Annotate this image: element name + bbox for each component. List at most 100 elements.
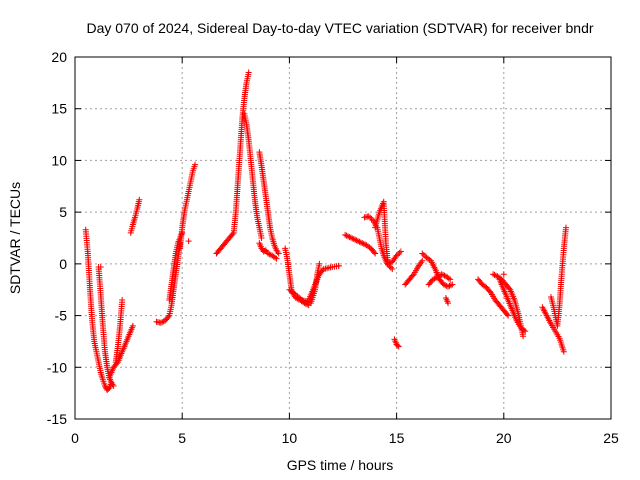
data-point-marker [387, 264, 394, 271]
data-point-marker [345, 233, 352, 240]
data-point-marker [264, 250, 271, 257]
data-point-marker [335, 262, 342, 269]
data-point-marker [352, 236, 359, 243]
data-point-marker [446, 282, 453, 289]
y-tick-label: -10 [47, 359, 67, 375]
data-points [82, 69, 569, 394]
series-arc23 [442, 294, 452, 307]
data-point-marker [445, 275, 452, 282]
data-point-marker [229, 231, 236, 238]
data-point-marker [500, 271, 507, 278]
series-arc18 [372, 198, 404, 267]
data-point-marker [367, 214, 374, 221]
data-point-marker [520, 327, 527, 334]
data-point-marker [272, 254, 279, 261]
data-point-marker [490, 271, 497, 278]
data-point-marker [440, 281, 447, 288]
series-arc24 [475, 276, 512, 319]
data-point-marker [343, 232, 350, 239]
data-point-marker [136, 196, 143, 203]
axis-ticks [74, 56, 612, 420]
series-arc11 [256, 149, 282, 257]
data-point-marker [372, 250, 379, 257]
series-arc15 [286, 260, 323, 307]
series-arc22 [425, 271, 454, 288]
series-arc4 [112, 297, 126, 366]
data-point-marker [419, 257, 426, 264]
data-point-marker [355, 238, 362, 245]
data-point-marker [445, 300, 452, 307]
data-point-marker [110, 382, 117, 389]
data-point-marker [347, 234, 354, 241]
data-point-marker [440, 271, 447, 278]
data-point-marker [350, 236, 357, 243]
data-point-marker [385, 260, 392, 267]
x-tick-label: 0 [71, 430, 79, 446]
data-point-marker [560, 348, 567, 355]
grid-lines [75, 57, 611, 419]
data-point-marker [97, 263, 104, 270]
data-point-marker [506, 285, 513, 292]
data-point-marker [409, 272, 416, 279]
y-tick-label: -15 [47, 411, 67, 427]
series-arc10 [241, 110, 265, 241]
data-point-marker [165, 313, 172, 320]
y-tick-label: 5 [59, 204, 67, 220]
data-point-marker [273, 255, 280, 262]
data-point-marker [393, 252, 400, 259]
series-arc16 [342, 231, 379, 257]
plot-frame [74, 56, 612, 420]
series-arc26 [496, 276, 529, 335]
data-point-marker [562, 224, 569, 231]
data-point-marker [504, 311, 511, 318]
x-tick-label: 15 [389, 430, 405, 446]
y-tick-label: 10 [51, 152, 67, 168]
data-point-marker [394, 342, 401, 349]
data-point-marker [431, 275, 438, 282]
data-point-marker [371, 249, 378, 256]
data-point-marker [102, 382, 109, 389]
series-arc19 [391, 336, 402, 350]
data-point-marker [266, 251, 273, 258]
series-arc3 [106, 322, 136, 381]
y-tick-label: 20 [51, 49, 67, 65]
series-arc21 [419, 250, 456, 290]
data-point-marker [505, 312, 512, 319]
x-tick-label: 10 [282, 430, 298, 446]
data-point-marker [396, 249, 403, 256]
series-arc9 [213, 69, 252, 257]
data-point-marker [192, 161, 199, 168]
chart-title: Day 070 of 2024, Sidereal Day-to-day VTE… [86, 20, 593, 36]
data-point-marker [360, 240, 367, 247]
data-point-marker [275, 250, 282, 257]
data-point-marker [447, 276, 454, 283]
data-point-marker [368, 216, 375, 223]
series-arc1 [82, 226, 115, 394]
data-point-marker [185, 238, 192, 245]
data-point-marker [365, 213, 372, 220]
series-arc28 [547, 224, 569, 329]
data-point-marker [356, 238, 363, 245]
data-point-marker [129, 322, 136, 329]
data-point-marker [420, 251, 427, 258]
data-point-marker [258, 235, 265, 241]
x-tick-labels: 0 5 10 15 20 25 [71, 430, 619, 446]
data-point-marker [157, 319, 164, 326]
data-point-marker [522, 328, 529, 335]
data-point-marker [447, 282, 454, 289]
data-point-marker [159, 319, 166, 326]
series-arc2 [95, 263, 117, 389]
data-point-marker [486, 288, 493, 295]
series-arc12 [256, 240, 280, 262]
series-arc5 [127, 196, 143, 236]
data-point-marker [445, 283, 452, 290]
data-point-marker [449, 281, 456, 288]
x-tick-label: 25 [603, 430, 619, 446]
series-arc27 [539, 304, 567, 355]
y-axis-label: SDTVAR / TECUs [7, 182, 23, 294]
x-tick-label: 5 [178, 430, 186, 446]
series-arc20 [402, 257, 426, 288]
data-point-marker [386, 260, 393, 267]
y-tick-label: -5 [55, 308, 68, 324]
